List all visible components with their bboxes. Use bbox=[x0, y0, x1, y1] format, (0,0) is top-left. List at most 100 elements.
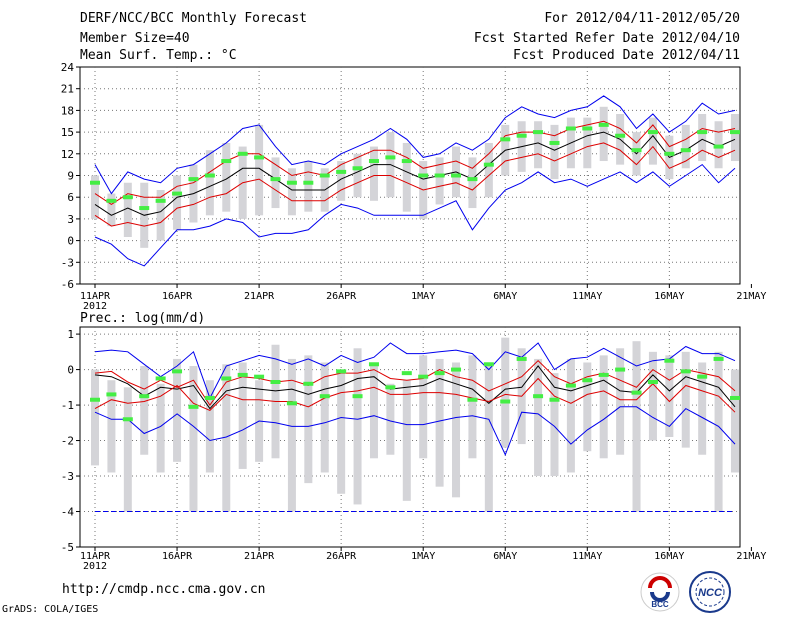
panel2-observed-mark bbox=[418, 374, 429, 379]
panel1-xtick-label: 11APR bbox=[80, 291, 111, 302]
panel2-ensemble-box bbox=[681, 351, 690, 448]
ncc-logo-text: NCC bbox=[698, 587, 723, 599]
panel1-observed-mark bbox=[319, 173, 330, 178]
panel2-ensemble-box bbox=[205, 380, 214, 473]
panel2-observed-mark bbox=[188, 404, 199, 409]
panel2-observed-mark bbox=[122, 417, 133, 422]
member-size-label: Member Size=40 bbox=[80, 31, 190, 46]
panel2-observed-mark bbox=[500, 399, 511, 404]
panel1-ensemble-box bbox=[173, 175, 182, 230]
panel1-observed-mark bbox=[631, 148, 642, 153]
panel1-observed-mark bbox=[516, 133, 527, 138]
panel1-observed-mark bbox=[155, 198, 166, 203]
panel2-observed-mark bbox=[368, 362, 379, 367]
panel2-xtick-label: 1MAY bbox=[411, 551, 435, 562]
variable-label: Mean Surf. Temp.: °C bbox=[80, 48, 237, 63]
panel2-observed-mark bbox=[598, 372, 609, 377]
panel1-observed-mark bbox=[368, 159, 379, 164]
panel2-observed-mark bbox=[565, 383, 576, 388]
panel1-ensemble-box bbox=[369, 146, 378, 201]
panel1-observed-mark bbox=[221, 159, 232, 164]
panel2-ensemble-box bbox=[501, 337, 510, 448]
panel2-observed-mark bbox=[483, 362, 494, 367]
panel1-ytick-label: -6 bbox=[61, 278, 74, 291]
panel2-observed-mark bbox=[697, 374, 708, 379]
fcst-started-date: Fcst Started Refer Date 2012/04/10 bbox=[473, 31, 740, 46]
panel2-ensemble-box bbox=[468, 355, 477, 459]
panel2-ensemble-box bbox=[435, 358, 444, 487]
panel2-observed-mark bbox=[401, 371, 412, 376]
panel2-ensemble-box bbox=[698, 362, 707, 455]
panel2-observed-mark bbox=[680, 369, 691, 374]
panel1-ensemble-box bbox=[255, 124, 264, 216]
panel1-ensemble-box bbox=[534, 121, 543, 169]
panel2-ensemble-box bbox=[730, 369, 739, 473]
panel2-ensemble-box bbox=[386, 383, 395, 455]
panel1-observed-mark bbox=[582, 126, 593, 131]
panel1-ensemble-box bbox=[156, 189, 165, 241]
panel2-frame bbox=[79, 326, 741, 548]
panel2-ensemble-box bbox=[238, 362, 247, 469]
panel2-ensemble-box bbox=[287, 358, 296, 512]
panel1-ensemble-box bbox=[222, 142, 231, 212]
panel2-series-min bbox=[94, 406, 736, 456]
panel2-ensemble-box bbox=[665, 355, 674, 437]
panel1-ensemble-box bbox=[91, 175, 99, 219]
panel2-observed-mark bbox=[336, 369, 347, 374]
panel1-ensemble-box bbox=[435, 157, 444, 205]
panel2-ytick-label: -5 bbox=[61, 541, 74, 554]
panel2-ensemble-box bbox=[484, 362, 493, 512]
panel1-ensemble-box bbox=[402, 142, 411, 212]
panel1-xtick-label: 6MAY bbox=[493, 291, 517, 302]
panel1-ytick-label: 18 bbox=[61, 104, 74, 117]
panel2-ensemble-box bbox=[123, 387, 132, 512]
panel1-ytick-label: 21 bbox=[61, 83, 74, 96]
panel2-observed-mark bbox=[204, 395, 215, 400]
panel2-xtick-label: 11MAY bbox=[572, 551, 602, 562]
panel2-observed-mark bbox=[615, 367, 626, 372]
panel1-ensemble-box bbox=[353, 153, 362, 198]
panel2-ensemble-box bbox=[452, 362, 461, 498]
panel2-ensemble-box bbox=[648, 351, 657, 441]
panel1-observed-mark bbox=[286, 180, 297, 185]
panel1-observed-mark bbox=[500, 137, 511, 142]
panel1-ytick-label: 15 bbox=[61, 126, 74, 139]
panel1-observed-mark bbox=[352, 166, 363, 171]
forecast-period: For 2012/04/11-2012/05/20 bbox=[544, 11, 740, 26]
panel2-series-spread-upper bbox=[94, 360, 736, 406]
panel1-observed-mark bbox=[549, 140, 560, 145]
panel1-observed-mark bbox=[483, 162, 494, 167]
panel2-ensemble-box bbox=[304, 355, 313, 484]
panel1-observed-mark bbox=[451, 173, 462, 178]
panel2-observed-mark bbox=[303, 381, 314, 386]
panel2-observed-mark bbox=[237, 372, 248, 377]
panel2-observed-mark bbox=[451, 367, 462, 372]
panel1-xtick-label: 1MAY bbox=[411, 291, 435, 302]
source-url[interactable]: http://cmdp.ncc.cma.gov.cn bbox=[62, 582, 266, 597]
panel2-ensemble-box bbox=[353, 348, 362, 505]
panel1-observed-mark bbox=[713, 144, 724, 149]
panel2-xtick-label: 6MAY bbox=[493, 551, 517, 562]
panel2-ensemble-box bbox=[369, 362, 378, 459]
panel2-observed-mark bbox=[647, 380, 658, 384]
panel2-observed-mark bbox=[385, 385, 396, 390]
panel2-observed-mark bbox=[434, 371, 445, 376]
panel1-ensemble-box bbox=[599, 106, 608, 162]
panel2-year-label: 2012 bbox=[83, 561, 107, 572]
panel1-observed-mark bbox=[172, 191, 183, 196]
panel1-ensemble-box bbox=[271, 157, 280, 209]
panel2-observed-mark bbox=[533, 394, 544, 399]
panel2-observed-mark bbox=[582, 378, 593, 383]
panel1-ytick-label: 3 bbox=[67, 213, 74, 226]
panel1-ensemble-box bbox=[698, 114, 707, 162]
panel1-xtick-label: 21MAY bbox=[736, 291, 766, 302]
panel1-observed-mark bbox=[106, 198, 117, 203]
panel1-ensemble-box bbox=[304, 161, 313, 212]
fcst-produced-date: Fcst Produced Date 2012/04/11 bbox=[513, 48, 740, 63]
panel1-observed-mark bbox=[139, 206, 150, 211]
panel1-ensemble-box bbox=[107, 193, 116, 227]
panel2-ensemble-box bbox=[616, 348, 625, 455]
panel1-observed-mark bbox=[533, 130, 544, 135]
panel2-ensemble-box bbox=[222, 364, 231, 512]
